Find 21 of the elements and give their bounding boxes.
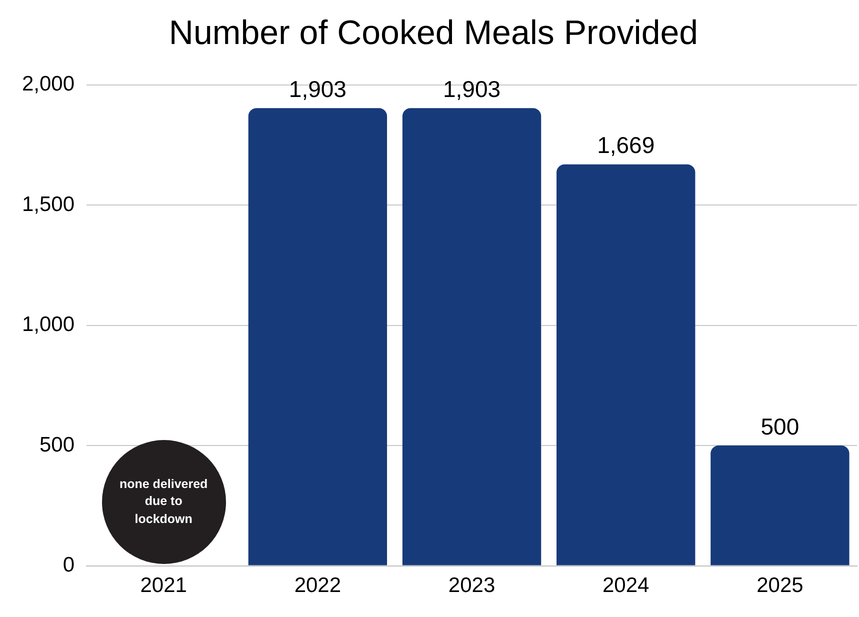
y-tick-label: 1,500 [22,192,75,216]
bar [710,446,850,566]
data-label: 1,903 [288,76,346,102]
data-label: 1,903 [442,76,501,102]
bar [402,108,542,566]
x-tick-label: 2021 [140,574,187,598]
chart-title: Number of Cooked Meals Provided [168,14,698,52]
data-label: 1,669 [597,132,655,158]
y-tick-label: 1,000 [22,313,75,336]
annotation: none delivered due to lockdown [118,476,209,528]
x-tick-label: 2022 [294,574,342,598]
data-label: 500 [760,413,800,440]
bar [556,164,696,566]
y-tick-label: 500 [40,433,75,456]
bar [248,108,388,566]
y-tick-label: 2,000 [22,72,75,96]
x-tick-label: 2023 [448,574,496,598]
y-tick-label: 0 [62,554,75,577]
x-tick-label: 2024 [602,574,650,598]
x-tick-label: 2025 [756,574,804,598]
circle-badge: none delivered due to lockdown [102,440,226,564]
